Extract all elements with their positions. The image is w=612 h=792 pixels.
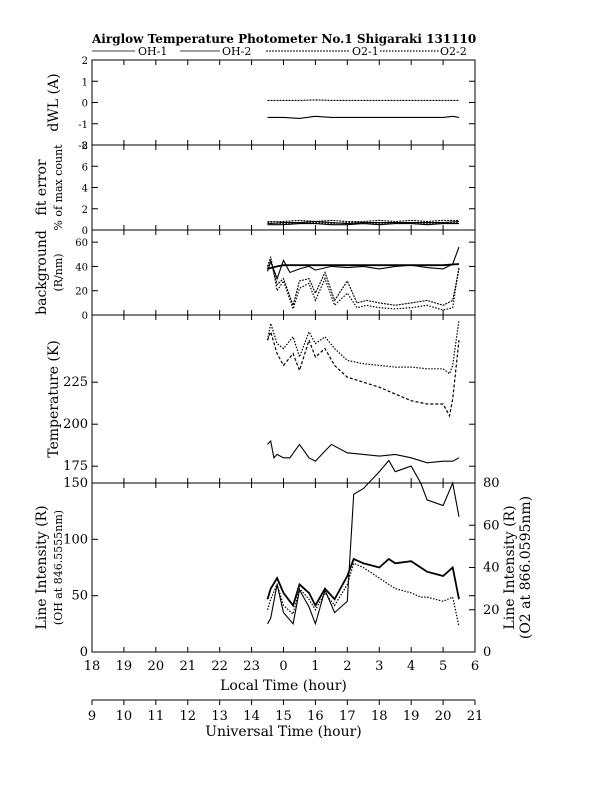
universal-time-tick-label: 13	[211, 709, 228, 724]
y2-axis-subtitle: (O2 at 866.0595nm)	[518, 496, 534, 639]
legend: OH-1 OH-2 O2-1 O2-2	[92, 45, 467, 58]
y-axis-title: dWL (A)	[46, 73, 62, 131]
universal-time-tick-label: 14	[243, 709, 260, 724]
y-tick-label: -1	[78, 120, 88, 131]
panel-dwl: -2 -1 0 1 2 dWL (A)	[46, 56, 476, 152]
series-o2-1-line	[266, 329, 460, 418]
y-tick-label: 100	[63, 532, 88, 547]
local-time-tick-label: 3	[375, 659, 383, 674]
y2-axis-title: Line Intensity (R)	[502, 505, 518, 629]
series-o2-1-line	[267, 99, 459, 101]
y-axis-title: fit error	[34, 159, 50, 216]
y-tick-label: 0	[80, 645, 88, 660]
y-tick-label: 2	[82, 56, 88, 67]
y-tick-label: 50	[71, 589, 88, 604]
series-oh-1-line	[267, 439, 460, 464]
local-time-tick-label: 19	[116, 659, 133, 674]
y-axis-subtitle: (OH at 846.5555nm)	[52, 510, 65, 625]
panel-background: 0 20 40 60 background (R/nm)	[34, 229, 476, 322]
y-tick-label: 60	[75, 238, 88, 249]
y-tick-label: 6	[82, 162, 88, 173]
universal-time-axis-title: Universal Time (hour)	[205, 724, 362, 740]
universal-time-tick-label: 17	[339, 709, 356, 724]
y-tick-label: 1	[82, 77, 88, 88]
legend-label-o2-1: O2-1	[352, 45, 379, 58]
universal-time-tick-label: 16	[307, 709, 324, 724]
y-axis-title: Temperature (K)	[46, 340, 62, 458]
universal-time-tick-label: 11	[148, 709, 165, 724]
local-time-tick-label: 23	[243, 659, 260, 674]
series-oh-1-line	[267, 115, 460, 119]
y-tick-label: 0	[82, 99, 88, 110]
local-time-tick-label: 22	[211, 659, 228, 674]
universal-time-tick-label: 9	[88, 709, 96, 724]
local-time-axis-title: Local Time (hour)	[220, 678, 347, 694]
local-time-tick-label: 6	[471, 659, 479, 674]
y-tick-label: 200	[63, 417, 88, 432]
y-tick-label: 0	[82, 311, 88, 322]
series-o2-2-line	[267, 222, 459, 225]
series-oh-2-line	[267, 263, 460, 270]
local-time-tick-label: 2	[343, 659, 351, 674]
local-time-tick-label: 5	[439, 659, 447, 674]
local-time-tick-label: 21	[179, 659, 196, 674]
y-tick-label: 175	[63, 459, 88, 474]
y-axis-subtitle: (R/nm)	[52, 253, 65, 291]
y2-tick-label: 40	[483, 561, 500, 576]
y-tick-label: 4	[82, 184, 88, 195]
y2-tick-label: 0	[483, 645, 491, 660]
panel-frame	[91, 59, 476, 146]
series-o2-2-line	[266, 256, 460, 311]
y2-tick-label: 80	[483, 476, 500, 491]
series-oh-1-line	[267, 459, 460, 626]
series-o2-1-line	[267, 219, 459, 223]
universal-time-tick-label: 12	[179, 709, 196, 724]
universal-time-tick-label: 10	[116, 709, 133, 724]
series-oh-2-line	[266, 557, 460, 608]
universal-time-tick-label: 21	[467, 709, 484, 724]
y-tick-label: 20	[75, 287, 88, 298]
legend-label-o2-2: O2-2	[440, 45, 467, 58]
local-time-tick-label: 18	[84, 659, 101, 674]
panel-fit-error: 0 2 4 6 8 fit error% of max count	[34, 141, 476, 237]
universal-time-tick-label: 18	[371, 709, 388, 724]
series-oh-1-line	[267, 220, 460, 225]
local-time-tick-label: 20	[148, 659, 165, 674]
local-time-tick-label: 4	[407, 659, 415, 674]
series-o2-2-line	[266, 319, 460, 375]
y-tick-label: 225	[63, 375, 88, 390]
y-tick-label: 40	[75, 262, 88, 273]
y-tick-label: 8	[82, 141, 88, 152]
legend-label-oh-1: OH-1	[138, 45, 167, 58]
y-axis-title: background	[34, 230, 50, 315]
series-oh-1-line	[266, 246, 460, 281]
local-time-tick-label: 1	[311, 659, 319, 674]
panels: -2 -1 0 1 2 dWL (A) 0 2 4 6 8 fit error% of max cou…	[34, 56, 534, 660]
local-time-tick-label: 0	[279, 659, 287, 674]
universal-time-tick-label: 15	[275, 709, 292, 724]
y-tick-label: 150	[63, 476, 88, 491]
universal-time-tick-label: 19	[403, 709, 420, 724]
panel-frame	[91, 144, 476, 231]
series-oh-2-line	[267, 223, 459, 226]
y2-tick-label: 60	[483, 518, 500, 533]
figure-title: Airglow Temperature Photometer No.1 Shig…	[91, 32, 476, 46]
y-axis-title: Line Intensity (R)	[34, 505, 50, 629]
y-axis-subtitle: % of max count	[52, 144, 65, 231]
y-tick-label: -2	[78, 141, 88, 152]
y2-tick-label: 20	[483, 603, 500, 618]
y-tick-label: 0	[82, 226, 88, 237]
universal-time-tick-label: 20	[435, 709, 452, 724]
y-tick-label: 2	[82, 205, 88, 216]
legend-label-oh-2: OH-2	[222, 45, 251, 58]
panel-frame	[91, 482, 476, 653]
